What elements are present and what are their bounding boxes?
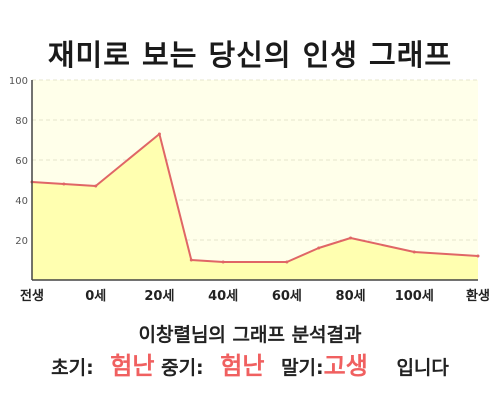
grid-lines	[32, 79, 478, 241]
y-tick-label: 60	[15, 156, 28, 167]
x-tick-labels: 전생 0세 20세 40세 60세 80세 100세 환생	[20, 288, 490, 304]
page-title: 재미로 보는 당신의 인생 그래프	[47, 38, 453, 72]
y-tick-label: 80	[15, 116, 28, 127]
data-point	[189, 258, 193, 262]
x-tick-label: 전생	[20, 288, 44, 304]
x-tick-label: 0세	[85, 289, 106, 304]
x-tick-label: 80세	[336, 289, 366, 304]
data-point	[349, 236, 353, 240]
late-value: 고생	[323, 352, 368, 380]
data-point	[476, 254, 480, 258]
data-point	[62, 182, 66, 186]
analysis-result: 초기: 험난 중기: 험난 말기:고생 입니다	[0, 346, 500, 381]
mid-value: 험난	[220, 352, 265, 380]
data-point	[94, 184, 98, 188]
data-point	[157, 132, 161, 136]
y-tick-label: 100	[9, 76, 28, 87]
y-tick-label: 40	[15, 196, 28, 207]
x-tick-label: 20세	[144, 289, 174, 304]
early-value: 험난	[110, 352, 155, 380]
y-tick-labels: 20 40 60 80 100	[9, 76, 28, 247]
life-area	[32, 134, 478, 280]
x-tick-label: 환생	[466, 288, 490, 304]
x-tick-label: 100세	[395, 289, 434, 304]
data-points	[30, 132, 480, 264]
data-point	[221, 260, 225, 264]
data-point	[317, 246, 321, 250]
result-suffix: 입니다	[396, 357, 449, 379]
late-label: 말기:	[281, 357, 324, 379]
mid-label: 중기:	[161, 357, 204, 379]
y-tick-label: 20	[15, 236, 28, 247]
analysis-subtitle: 이창렬님의 그래프 분석결과	[138, 324, 362, 346]
x-tick-label: 60세	[272, 289, 302, 304]
life-graph-chart: 20 40 60 80 100 전생 0세 20세 40세 60세 80세 100세 환생	[9, 76, 490, 304]
early-label: 초기:	[51, 357, 94, 379]
data-point	[285, 260, 289, 264]
x-tick-label: 40세	[208, 289, 238, 304]
data-point	[412, 250, 416, 254]
